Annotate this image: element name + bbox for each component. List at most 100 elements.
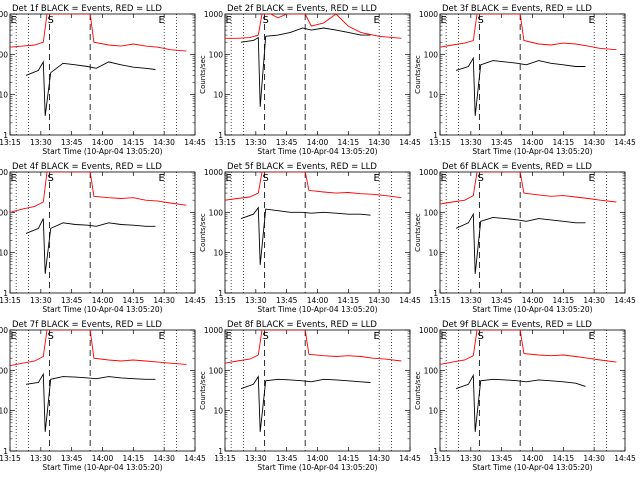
- x-tick-label: 14:45: [614, 454, 636, 463]
- lld-series-line: [225, 172, 402, 201]
- panel-title: Det 4f BLACK = Events, RED = LLD: [12, 162, 162, 172]
- plot-frame: [224, 171, 411, 294]
- x-tick-label: 14:00: [307, 138, 329, 147]
- y-tick-label: 100: [209, 366, 224, 375]
- plot-frame: [439, 13, 626, 136]
- x-tick-label: 14:45: [614, 138, 636, 147]
- panel-title: Det 6f BLACK = Events, RED = LLD: [442, 162, 592, 172]
- y-tick-label: 1000: [419, 168, 438, 177]
- y-tick-label: 1000: [0, 10, 8, 19]
- panel-det-7: Det 7f BLACK = Events, RED = LLD 13:15 13:…: [0, 320, 206, 472]
- panel-det-6: Det 6f BLACK = Events, RED = LLD 13:15 13:…: [414, 162, 636, 314]
- x-tick-label: 14:45: [399, 138, 421, 147]
- y-tick-label: 100: [209, 50, 224, 59]
- x-tick-label: 13:45: [61, 138, 83, 147]
- x-tick-label: 14:45: [184, 454, 206, 463]
- plot-frame: [224, 13, 411, 136]
- lld-series-line: [440, 330, 617, 365]
- x-tick-label: 14:30: [583, 454, 605, 463]
- y-tick-label: 100: [0, 366, 8, 375]
- x-tick-label: 14:00: [522, 454, 544, 463]
- panel-title: Det 1f BLACK = Events, RED = LLD: [12, 4, 162, 14]
- x-tick-label: 14:45: [184, 296, 206, 305]
- events-series-line: [25, 372, 156, 432]
- x-tick-label: 14:15: [123, 454, 145, 463]
- y-axis-label: Counts/sec: [414, 371, 422, 410]
- x-tick-label: 13:30: [30, 296, 52, 305]
- y-tick-label: 100: [209, 208, 224, 217]
- y-tick-label: 10: [213, 407, 223, 416]
- x-tick-label: 13:15: [0, 138, 21, 147]
- events-series-line: [25, 60, 156, 116]
- panel-title: Det 8f BLACK = Events, RED = LLD: [227, 320, 377, 330]
- x-tick-label: 14:15: [338, 138, 360, 147]
- x-axis-label: Start Time (10-Apr-04 13:05:20): [42, 463, 162, 472]
- peak-marker: S: [263, 173, 269, 184]
- panel-det-3: Det 3f BLACK = Events, RED = LLD 13:15 13:…: [414, 4, 636, 156]
- events-series-line: [240, 27, 371, 107]
- x-tick-label: 14:30: [583, 296, 605, 305]
- panel-det-4: Det 4f BLACK = Events, RED = LLD 13:15 13:…: [0, 162, 206, 314]
- end-marker: E: [159, 331, 165, 342]
- panel-title: Det 7f BLACK = Events, RED = LLD: [12, 320, 162, 330]
- x-axis-label: Start Time (10-Apr-04 13:05:20): [42, 147, 162, 156]
- x-tick-label: 14:45: [399, 296, 421, 305]
- y-tick-label: 1: [218, 289, 223, 298]
- x-tick-label: 13:15: [0, 454, 21, 463]
- x-tick-label: 14:15: [553, 138, 575, 147]
- y-tick-label: 1: [433, 289, 438, 298]
- x-tick-label: 14:15: [123, 296, 145, 305]
- end-marker: E: [589, 15, 595, 26]
- x-tick-label: 14:15: [553, 296, 575, 305]
- x-tick-label: 13:45: [491, 296, 513, 305]
- lld-series-line: [10, 14, 187, 52]
- lld-series-line: [440, 14, 617, 51]
- panel-det-5: Det 5f BLACK = Events, RED = LLD 13:15 13:…: [199, 162, 421, 314]
- x-tick-label: 14:00: [307, 296, 329, 305]
- plot-frame: [9, 329, 196, 452]
- x-tick-label: 14:45: [399, 454, 421, 463]
- end-marker: E: [589, 331, 595, 342]
- start-marker: E: [11, 173, 17, 184]
- x-tick-label: 14:15: [338, 454, 360, 463]
- start-marker: E: [226, 331, 232, 342]
- x-tick-label: 13:45: [61, 454, 83, 463]
- x-axis-label: Start Time (10-Apr-04 13:05:20): [472, 463, 592, 472]
- y-tick-label: 1: [433, 131, 438, 140]
- panel-title: Det 3f BLACK = Events, RED = LLD: [442, 4, 592, 14]
- y-tick-label: 100: [0, 50, 8, 59]
- end-marker: E: [374, 331, 380, 342]
- peak-marker: S: [48, 331, 54, 342]
- x-tick-label: 14:00: [307, 454, 329, 463]
- x-tick-label: 13:45: [491, 138, 513, 147]
- end-marker: E: [159, 173, 165, 184]
- y-tick-label: 10: [428, 91, 438, 100]
- y-tick-label: 1: [3, 289, 8, 298]
- x-tick-label: 13:30: [30, 138, 52, 147]
- y-tick-label: 1: [433, 447, 438, 456]
- y-tick-label: 1: [3, 447, 8, 456]
- y-tick-label: 100: [424, 50, 439, 59]
- start-marker: E: [11, 331, 17, 342]
- x-tick-label: 14:15: [553, 454, 575, 463]
- plot-frame: [9, 13, 196, 136]
- x-tick-label: 14:00: [92, 138, 114, 147]
- x-tick-label: 13:30: [30, 454, 52, 463]
- x-tick-label: 14:30: [583, 138, 605, 147]
- x-axis-label: Start Time (10-Apr-04 13:05:20): [472, 147, 592, 156]
- plot-frame: [439, 329, 626, 452]
- y-tick-label: 1000: [204, 326, 223, 335]
- x-tick-label: 13:45: [61, 296, 83, 305]
- events-series-line: [455, 373, 586, 432]
- x-axis-label: Start Time (10-Apr-04 13:05:20): [257, 463, 377, 472]
- x-tick-label: 14:30: [368, 296, 390, 305]
- x-tick-label: 14:45: [614, 296, 636, 305]
- lld-series-line: [225, 330, 402, 364]
- lld-series-line: [440, 172, 617, 205]
- x-tick-label: 13:15: [214, 296, 236, 305]
- x-tick-label: 13:15: [429, 138, 451, 147]
- y-tick-label: 1000: [204, 168, 223, 177]
- lld-series-line: [225, 14, 402, 39]
- peak-marker: S: [48, 173, 54, 184]
- x-axis-label: Start Time (10-Apr-04 13:05:20): [42, 305, 162, 314]
